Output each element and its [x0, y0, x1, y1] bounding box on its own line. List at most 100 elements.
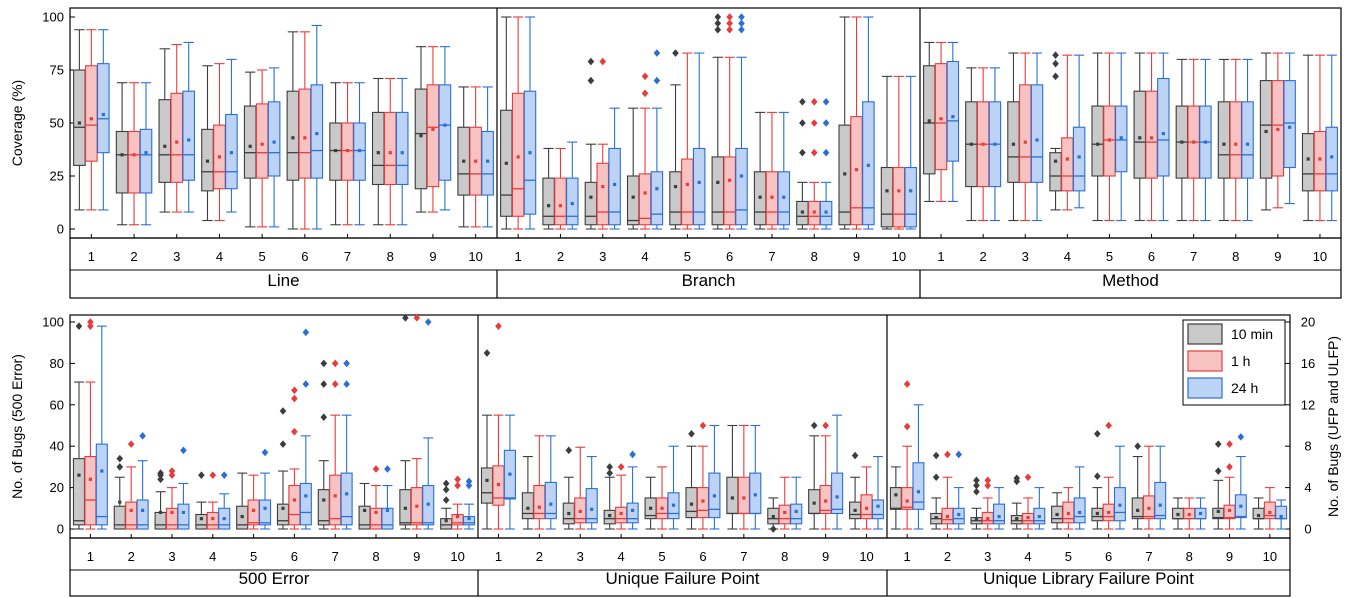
box [73, 69, 86, 166]
y-tick-label: 20 [50, 480, 64, 495]
outlier-marker [384, 465, 391, 473]
outlier-marker [87, 322, 94, 330]
outlier-marker [810, 421, 818, 430]
group-label: Method [1102, 271, 1159, 290]
box [669, 171, 682, 226]
outlier-marker [483, 349, 491, 357]
box-10min [880, 75, 894, 230]
outlier-marker [606, 469, 613, 477]
mean-marker [894, 493, 898, 497]
category-label: 8 [1186, 549, 1193, 564]
mean-marker [800, 210, 805, 214]
category-label: 3 [1022, 249, 1029, 264]
box [1061, 137, 1074, 192]
y-right-tick-label: 8 [1304, 439, 1311, 454]
box-1h [369, 465, 383, 530]
category-label: 5 [684, 249, 691, 264]
box-24h [749, 424, 762, 530]
box-1h [696, 421, 710, 530]
mean-marker [742, 496, 746, 500]
category-label: 9 [1274, 249, 1281, 264]
category-label: 10 [468, 249, 482, 264]
category-label: 3 [599, 249, 606, 264]
outlier-marker [1013, 474, 1021, 483]
box-24h [258, 448, 272, 530]
mean-marker [229, 151, 234, 155]
group-label: Line [267, 271, 299, 290]
box-24h [1154, 445, 1167, 530]
box-10min [72, 322, 86, 530]
category-label: 6 [1105, 549, 1112, 564]
box [72, 458, 86, 526]
mean-marker [444, 519, 448, 523]
outlier-marker [424, 318, 432, 326]
y-right-tick-label: 4 [1304, 480, 1311, 495]
box [1091, 105, 1104, 177]
mean-marker [578, 509, 582, 514]
mean-marker [419, 134, 423, 138]
mean-marker [1078, 510, 1082, 515]
mean-marker [415, 504, 419, 508]
box-24h [1115, 52, 1128, 222]
category-label: 10 [892, 249, 906, 264]
mean-marker [957, 512, 961, 517]
box-1h [127, 82, 141, 226]
mean-marker [549, 502, 553, 506]
category-label: 1 [937, 249, 944, 264]
mean-marker [1180, 140, 1184, 144]
box-1h [778, 476, 791, 530]
outlier-marker [1024, 473, 1032, 482]
mean-marker [1268, 510, 1272, 515]
outlier-marker [822, 98, 830, 106]
outlier-marker [769, 525, 777, 533]
mean-marker [158, 510, 163, 515]
mean-marker [783, 510, 787, 515]
box-24h [790, 476, 803, 530]
outlier-marker [822, 421, 829, 430]
mean-marker [897, 189, 901, 193]
box [790, 503, 803, 525]
y-right-axis-title: No. of Bugs (UFP and ULFP) [1325, 336, 1341, 517]
mean-marker [909, 189, 913, 193]
box-24h [912, 404, 925, 530]
mean-marker [1288, 125, 1292, 129]
box-24h [946, 41, 960, 202]
group-label: Unique Library Failure Point [983, 569, 1194, 588]
y-tick-label: 50 [50, 116, 64, 131]
category-label: 1 [495, 549, 502, 564]
mean-marker [101, 112, 105, 117]
box [113, 505, 126, 530]
y-right-tick-label: 12 [1301, 397, 1315, 412]
mean-marker [739, 174, 744, 178]
box-24h [381, 465, 394, 530]
category-label: 8 [387, 249, 394, 264]
mean-marker [771, 514, 775, 519]
box [584, 181, 598, 226]
box-24h [777, 111, 791, 230]
box [383, 111, 397, 186]
mean-marker [854, 168, 859, 172]
box [1019, 84, 1032, 183]
box-10min [767, 497, 780, 533]
outlier-marker [587, 76, 595, 85]
mean-marker [77, 473, 81, 477]
mean-marker [1149, 136, 1154, 140]
outlier-marker [944, 450, 951, 459]
outlier-marker [465, 477, 473, 486]
box-10min [1252, 497, 1265, 530]
mean-marker [163, 144, 167, 148]
mean-marker [291, 136, 295, 140]
box [136, 499, 149, 530]
mean-marker [685, 182, 689, 187]
mean-marker [590, 507, 594, 511]
box-10min [358, 482, 371, 530]
box-10min [276, 407, 290, 530]
box [726, 476, 739, 515]
box [170, 92, 184, 183]
box-24h [136, 432, 149, 530]
box-24h [310, 24, 324, 230]
mean-marker [1318, 157, 1322, 161]
box-10min [440, 479, 453, 530]
box-24h [1275, 499, 1288, 530]
mean-marker [619, 511, 623, 516]
